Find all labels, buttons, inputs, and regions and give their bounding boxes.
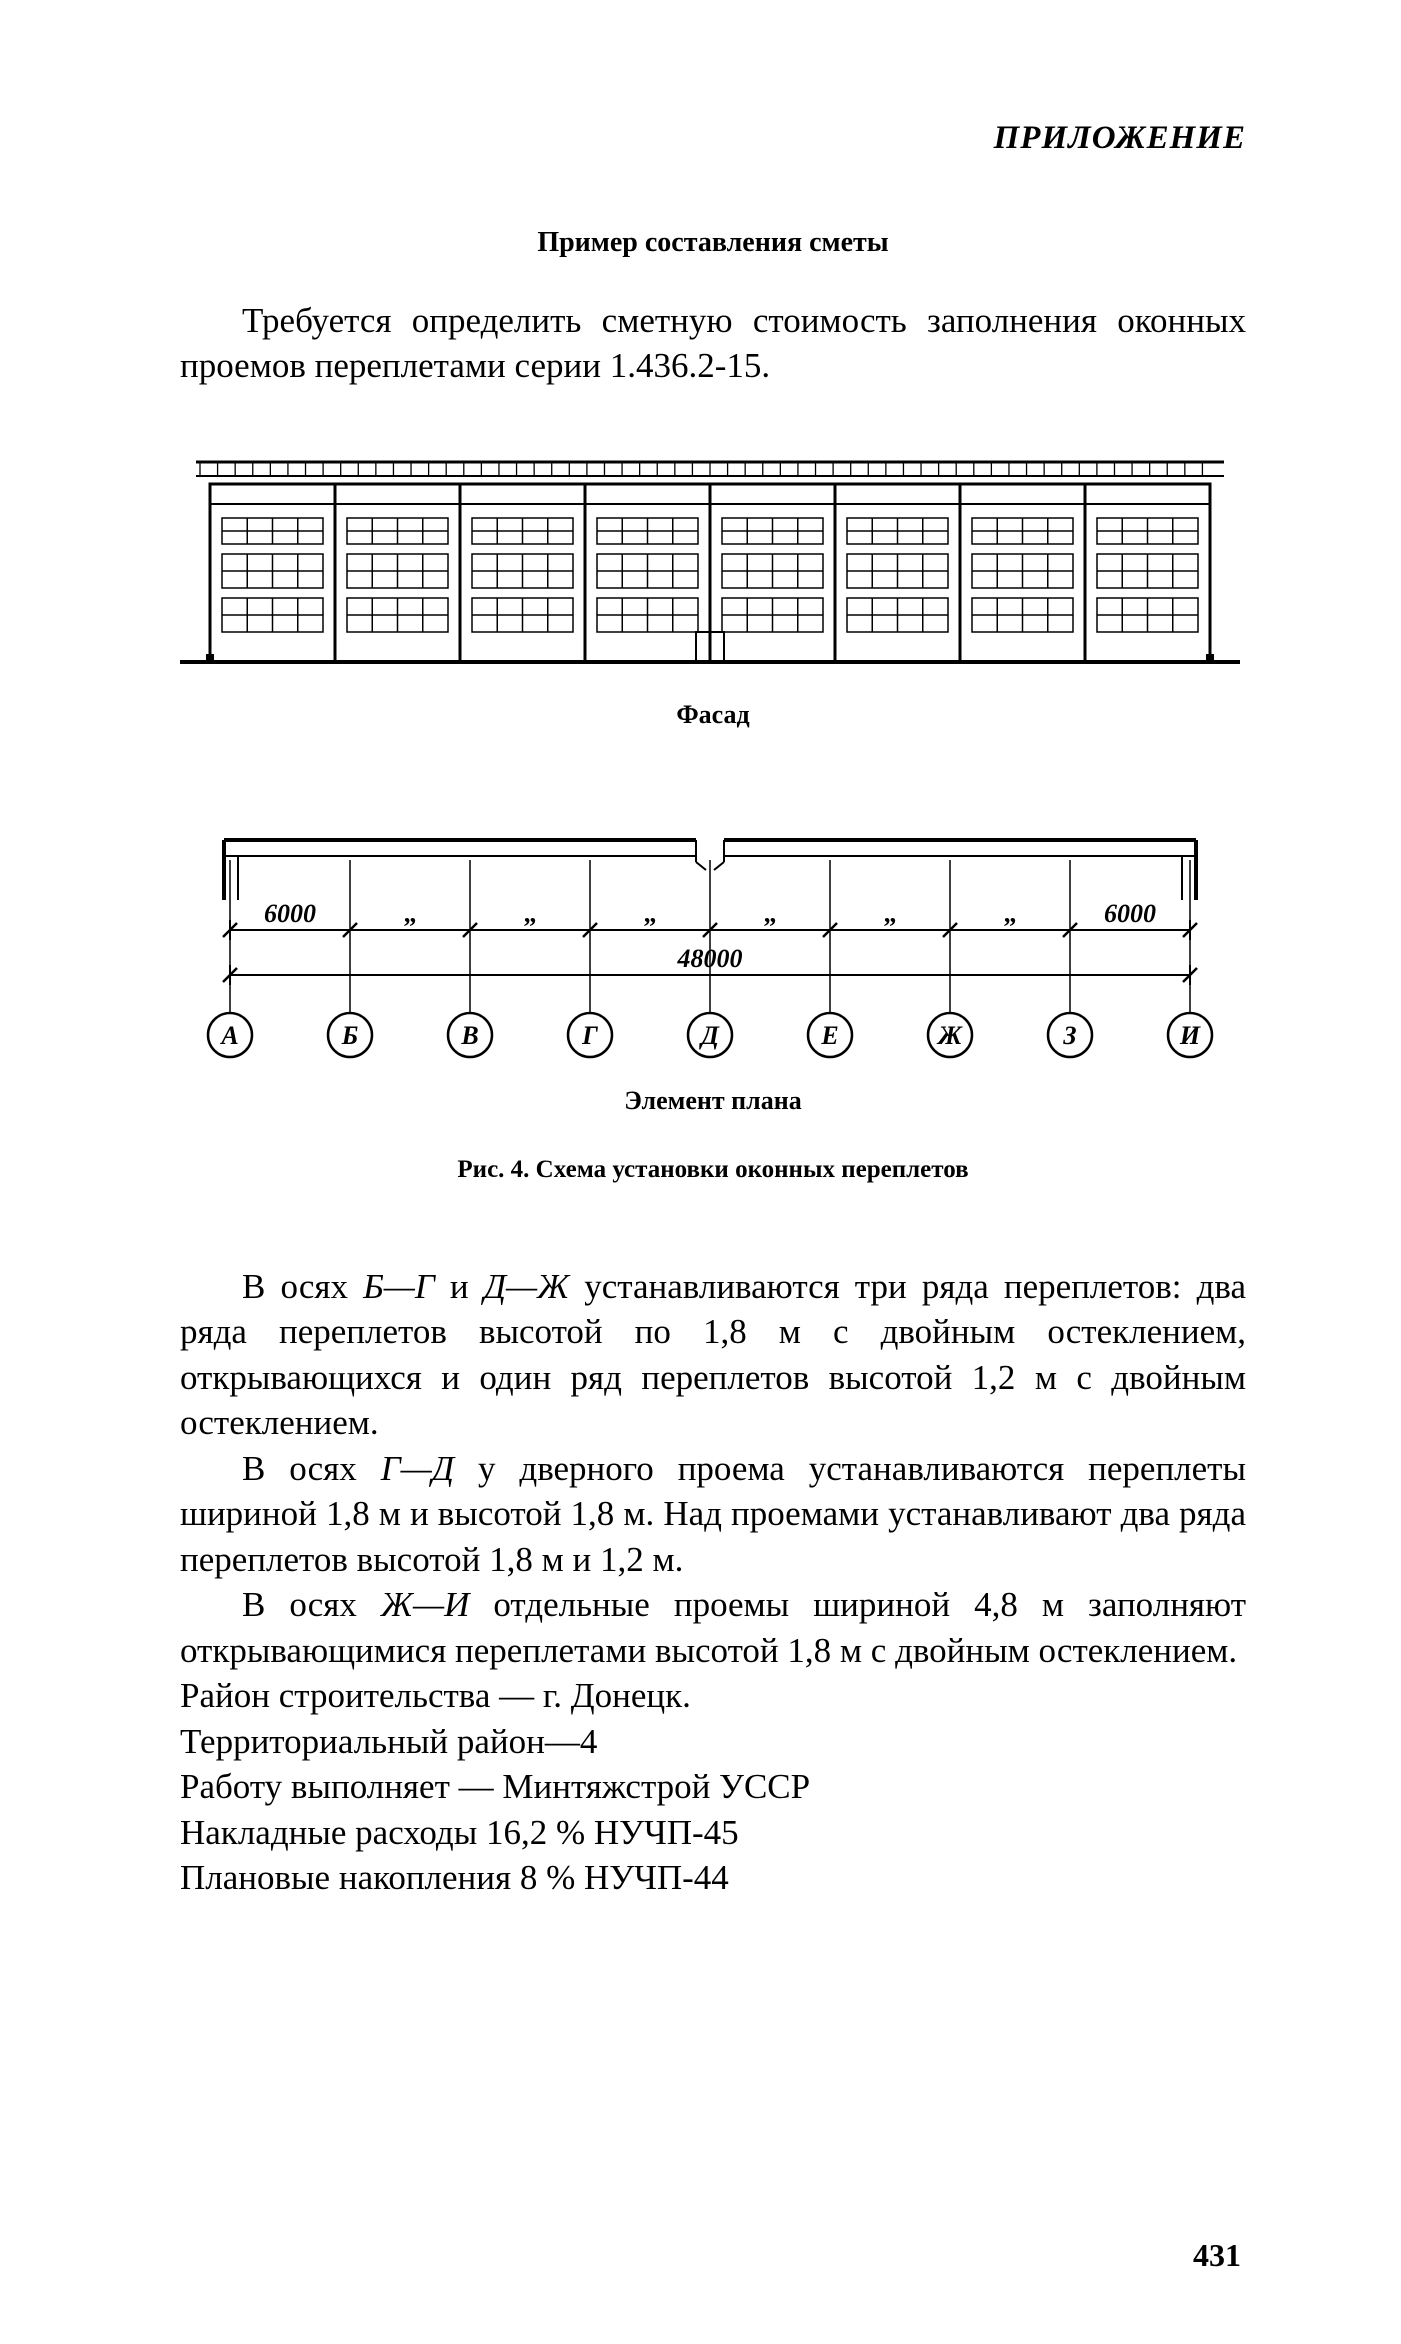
intro-paragraph: Требуется определить сметную стоимость з… xyxy=(180,299,1246,389)
svg-text:А: А xyxy=(219,1021,238,1050)
line-territory: Территориальный район—4 xyxy=(180,1719,1246,1765)
paragraph-3: В осях Ж—И отдельные проемы шириной 4,8 … xyxy=(180,1582,1246,1673)
svg-text:З: З xyxy=(1062,1021,1076,1050)
svg-text:Е: Е xyxy=(820,1021,838,1050)
facade-label: Фасад xyxy=(180,700,1246,730)
svg-text:6000: 6000 xyxy=(1104,899,1156,928)
line-overhead: Накладные расходы 16,2 % НУЧП-45 xyxy=(180,1810,1246,1856)
paragraph-1: В осях Б—Г и Д—Ж устанавливаются три ряд… xyxy=(180,1264,1246,1446)
svg-text:„: „ xyxy=(644,899,657,928)
svg-text:„: „ xyxy=(764,899,777,928)
svg-text:Г: Г xyxy=(581,1021,598,1050)
line-planned: Плановые накопления 8 % НУЧП-44 xyxy=(180,1855,1246,1901)
svg-text:„: „ xyxy=(524,899,537,928)
page-number: 431 xyxy=(1193,2237,1241,2274)
svg-text:Ж: Ж xyxy=(936,1021,963,1050)
svg-text:В: В xyxy=(460,1021,478,1050)
svg-text:Б: Б xyxy=(341,1021,359,1050)
figure-caption: Рис. 4. Схема установки оконных переплет… xyxy=(180,1156,1246,1184)
svg-text:6000: 6000 xyxy=(264,899,316,928)
svg-text:Д: Д xyxy=(699,1021,720,1050)
facade-figure: Фасад xyxy=(180,444,1246,730)
svg-text:„: „ xyxy=(404,899,417,928)
paragraph-2: В осях Г—Д у дверного проема устанавлива… xyxy=(180,1446,1246,1583)
svg-text:И: И xyxy=(1179,1021,1201,1050)
appendix-heading: ПРИЛОЖЕНИЕ xyxy=(180,120,1246,157)
svg-text:48000: 48000 xyxy=(677,944,743,973)
line-district: Район строительства — г. Донецк. xyxy=(180,1673,1246,1719)
page: ПРИЛОЖЕНИЕ Пример составления сметы Треб… xyxy=(0,0,1401,2344)
svg-text:„: „ xyxy=(884,899,897,928)
plan-figure: А Б В Г Д Е Ж З И 6000 „ „ „ „ „ „ 6000 48000 Элемент пла… xyxy=(180,780,1246,1116)
line-contractor: Работу выполняет — Минтяжстрой УССР xyxy=(180,1764,1246,1810)
svg-text:„: „ xyxy=(1004,899,1017,928)
plan-label: Элемент плана xyxy=(180,1086,1246,1116)
body-text: В осях Б—Г и Д—Ж устанавливаются три ряд… xyxy=(180,1264,1246,1901)
example-subtitle: Пример составления сметы xyxy=(180,227,1246,259)
facade-diagram xyxy=(180,444,1240,694)
plan-diagram: А Б В Г Д Е Ж З И 6000 „ „ „ „ „ „ 6000 48000 xyxy=(180,780,1240,1080)
